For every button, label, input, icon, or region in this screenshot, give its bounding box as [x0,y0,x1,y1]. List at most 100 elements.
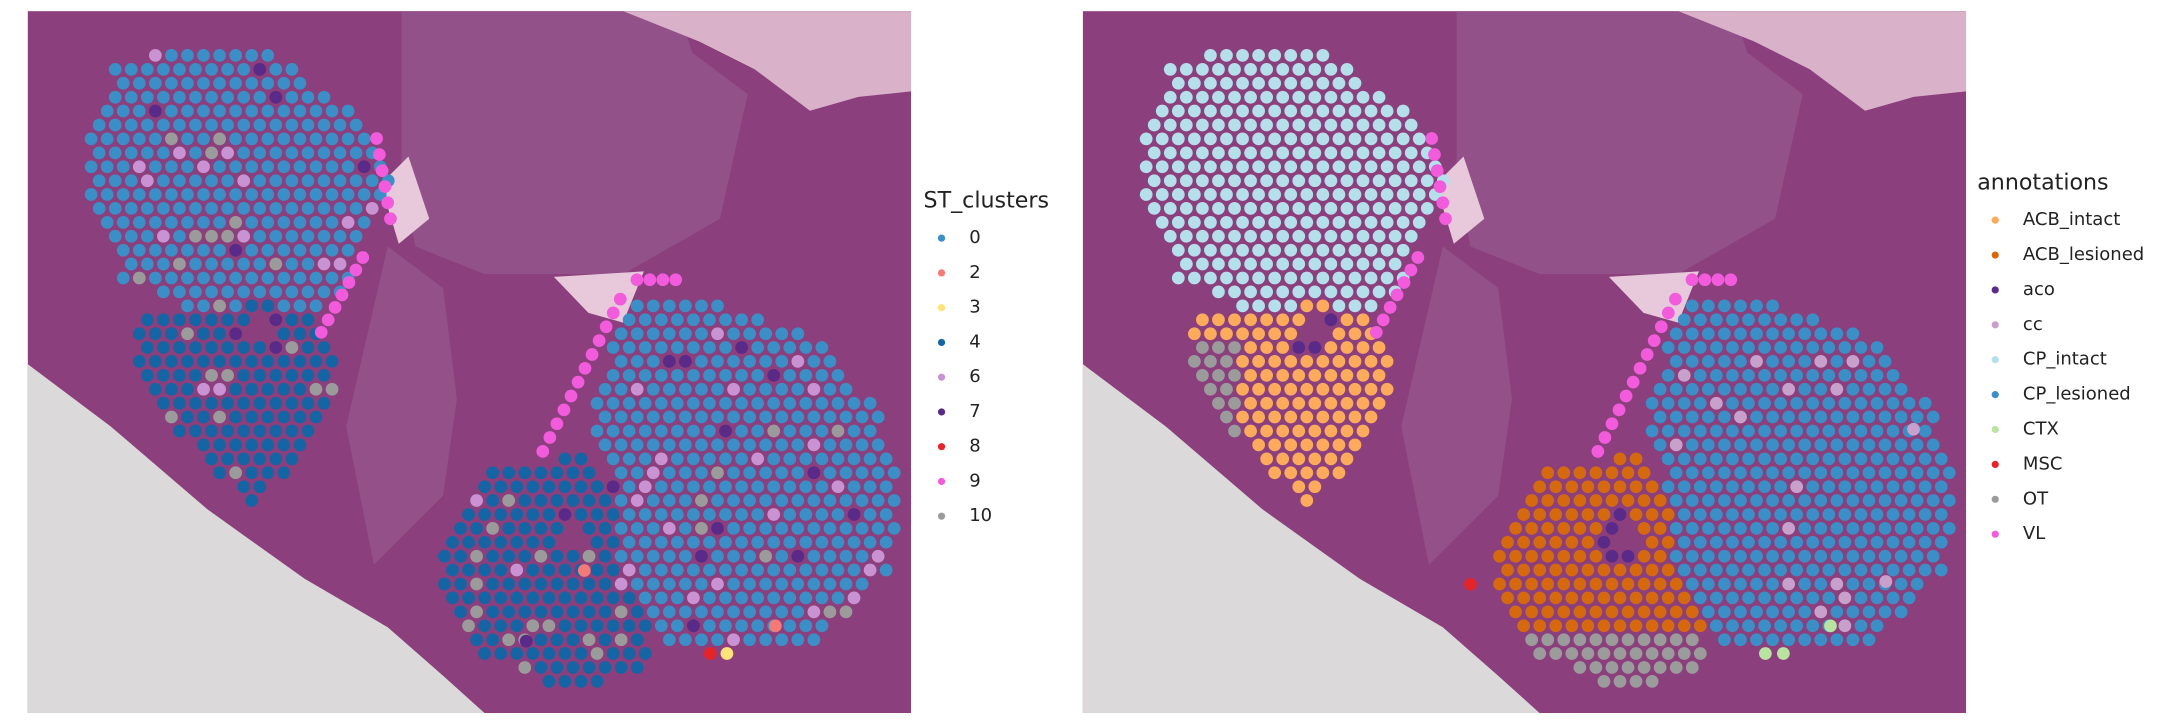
spot [791,522,805,535]
spot [582,577,596,591]
spot [791,549,805,563]
spot [494,619,508,633]
spot [1364,271,1378,285]
spot [1284,299,1298,313]
spot [1685,273,1699,287]
spot [1244,146,1257,160]
spot [384,212,397,226]
spot [1308,174,1322,188]
spot [759,410,773,424]
spot [566,661,580,674]
spot [1268,76,1282,90]
spot [646,410,660,424]
spot [662,522,676,535]
spot [245,382,259,396]
spot [1790,535,1804,549]
spot [1790,313,1804,327]
spot [221,63,234,76]
spot [325,382,339,396]
spot [173,285,186,299]
spot [751,341,765,354]
spot [759,327,773,341]
spot [670,508,684,521]
spot [1878,494,1892,507]
spot [1685,382,1699,396]
spot [181,188,194,201]
spot [1629,508,1643,521]
spot [839,382,853,396]
spot [245,355,259,368]
spot [1260,202,1274,215]
spot [1340,424,1354,438]
spot [1220,355,1233,368]
spot [871,522,885,535]
spot [1742,341,1755,354]
legend-title: ST_clusters [924,187,1049,213]
spot [1766,299,1779,313]
spot [197,76,210,90]
spot [1155,188,1169,201]
spot [703,591,716,605]
spot [1758,452,1771,466]
spot [679,549,692,563]
spot [1886,591,1900,605]
spot [309,188,323,201]
spot [1380,188,1394,201]
spot [1316,132,1330,146]
spot [1292,63,1306,76]
spot [1308,285,1322,299]
spot [1260,396,1274,410]
spot [1356,229,1370,243]
spot [1332,438,1346,452]
spot [735,341,748,354]
spot [1565,591,1579,605]
spot [687,480,700,494]
spot [1838,480,1852,494]
spot [1894,522,1908,535]
spot [1533,647,1547,660]
spot [1212,202,1225,215]
spot [711,382,724,396]
spot [229,76,243,90]
spot [662,549,676,563]
spot [1428,148,1441,161]
spot [1718,494,1731,507]
spot [574,647,588,660]
spot [590,480,604,494]
spot [1669,577,1683,591]
spot [526,647,540,660]
spot [1316,160,1330,174]
spot [1677,591,1691,605]
spot [679,382,692,396]
spot [1252,216,1265,229]
spot [1677,647,1691,660]
spot [566,466,580,480]
spot [847,424,861,438]
spot [213,49,226,62]
spot [606,591,620,605]
spot [1886,452,1900,466]
spot [1685,466,1699,480]
spot [1340,202,1354,215]
spot [1284,438,1298,452]
spot [140,369,154,382]
spot [1782,382,1796,396]
spot [253,396,267,410]
spot [1862,438,1876,452]
spot [638,508,652,521]
spot [157,229,170,243]
spot [687,396,700,410]
spot [598,577,612,591]
spot [799,535,813,549]
spot [751,480,765,494]
spot [116,271,130,285]
spot [165,49,178,62]
spot [711,633,724,647]
spot [1677,313,1691,327]
spot [277,327,291,341]
spot [1742,369,1755,382]
spot [1790,341,1804,354]
spot [791,633,805,647]
spot [301,146,315,160]
spot [614,549,628,563]
